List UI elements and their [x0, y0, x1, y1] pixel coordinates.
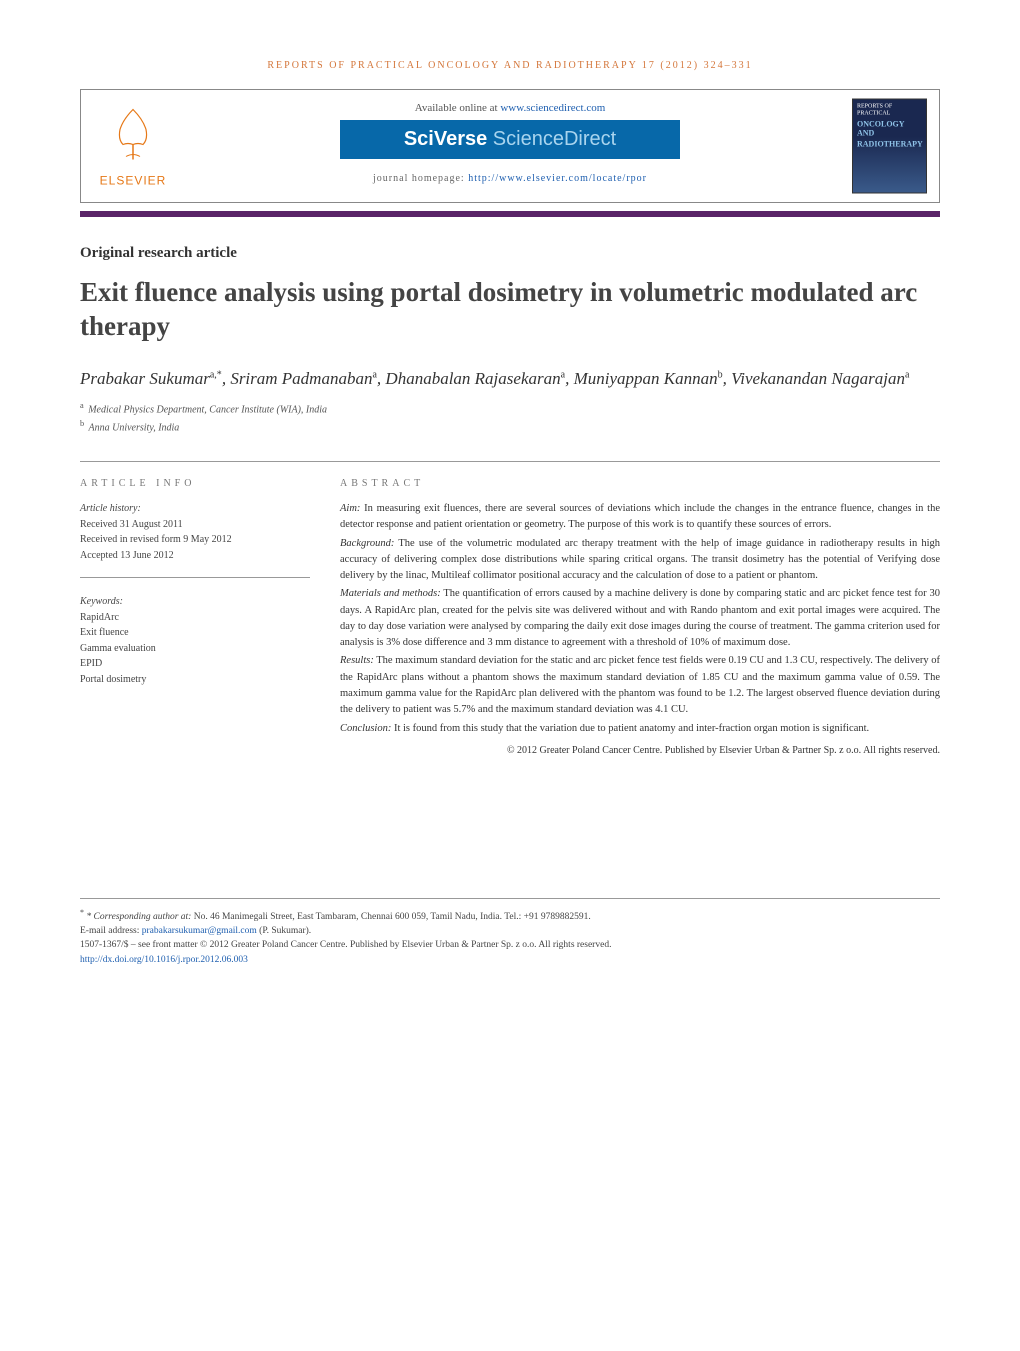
corresponding-author: * * Corresponding author at: No. 46 Mani… [80, 907, 940, 924]
journal-cover-thumbnail: REPORTS OF PRACTICAL ONCOLOGY AND RADIOT… [852, 99, 927, 194]
keyword: Exit fluence [80, 625, 310, 641]
elsevier-text: ELSEVIER [93, 174, 173, 188]
affiliations: a Medical Physics Department, Cancer Ins… [80, 400, 940, 435]
cover-title-2: RADIOTHERAPY [857, 140, 922, 149]
purple-divider-bar [80, 211, 940, 217]
journal-homepage: journal homepage: http://www.elsevier.co… [201, 173, 819, 184]
keyword: EPID [80, 656, 310, 672]
author-name: Muniyappan Kannanb [574, 369, 723, 388]
keywords-block: Keywords: RapidArcExit fluenceGamma eval… [80, 594, 310, 687]
keywords-label: Keywords: [80, 594, 310, 610]
authors-list: Prabakar Sukumara,*, Sriram Padmanabana,… [80, 368, 940, 391]
sciencedirect-link[interactable]: www.sciencedirect.com [500, 102, 605, 114]
homepage-prefix: journal homepage: [373, 173, 468, 184]
email-link[interactable]: prabakarsukumar@gmail.com [142, 926, 257, 936]
keyword: RapidArc [80, 610, 310, 626]
copyright-text: © 2012 Greater Poland Cancer Centre. Pub… [340, 743, 940, 758]
received-date: Received 31 August 2011 [80, 517, 310, 533]
corresponding-email: E-mail address: prabakarsukumar@gmail.co… [80, 924, 940, 938]
corr-label: * Corresponding author at: [86, 912, 191, 922]
elsevier-logo: ELSEVIER [93, 105, 173, 188]
article-history: Article history: Received 31 August 2011… [80, 501, 310, 578]
author-name: Vivekanandan Nagarajana [731, 369, 909, 388]
journal-reference: REPORTS OF PRACTICAL ONCOLOGY AND RADIOT… [80, 60, 940, 71]
keyword: Portal dosimetry [80, 672, 310, 688]
article-info-label: ARTICLE INFO [80, 478, 310, 489]
abstract-section: Background: The use of the volumetric mo… [340, 536, 940, 585]
sciencedirect-text: ScienceDirect [487, 128, 616, 150]
cover-top-text: REPORTS OF PRACTICAL [857, 104, 922, 118]
article-type: Original research article [80, 245, 940, 262]
history-label: Article history: [80, 501, 310, 517]
abstract-section: Conclusion: It is found from this study … [340, 721, 940, 737]
header-box: ELSEVIER Available online at www.science… [80, 89, 940, 203]
available-online: Available online at www.sciencedirect.co… [201, 102, 819, 114]
email-label: E-mail address: [80, 926, 142, 936]
cover-title-1: ONCOLOGY AND [857, 120, 922, 138]
doi-link[interactable]: http://dx.doi.org/10.1016/j.rpor.2012.06… [80, 955, 248, 965]
revised-date: Received in revised form 9 May 2012 [80, 532, 310, 548]
article-info-column: ARTICLE INFO Article history: Received 3… [80, 462, 310, 758]
author-name: Dhanabalan Rajasekarana [385, 369, 565, 388]
accepted-date: Accepted 13 June 2012 [80, 548, 310, 564]
issn-copyright: 1507-1367/$ – see front matter © 2012 Gr… [80, 938, 940, 952]
author-name: Sriram Padmanabana [230, 369, 377, 388]
email-suffix: (P. Sukumar). [257, 926, 311, 936]
abstract-section: Materials and methods: The quantificatio… [340, 586, 940, 651]
abstract-label: ABSTRACT [340, 478, 940, 489]
abstract-section: Aim: In measuring exit fluences, there a… [340, 501, 940, 534]
abstract-body: Aim: In measuring exit fluences, there a… [340, 501, 940, 737]
abstract-section: Results: The maximum standard deviation … [340, 653, 940, 718]
available-prefix: Available online at [415, 102, 501, 114]
homepage-link[interactable]: http://www.elsevier.com/locate/rpor [468, 173, 647, 184]
author-name: Prabakar Sukumara,* [80, 369, 222, 388]
sciverse-banner: SciVerse ScienceDirect [340, 120, 680, 159]
footer: * * Corresponding author at: No. 46 Mani… [80, 898, 940, 967]
abstract-column: ABSTRACT Aim: In measuring exit fluences… [340, 461, 940, 758]
corr-text: No. 46 Manimegali Street, East Tambaram,… [191, 912, 590, 922]
affiliation: b Anna University, India [80, 418, 940, 435]
keyword: Gamma evaluation [80, 641, 310, 657]
article-title: Exit fluence analysis using portal dosim… [80, 276, 940, 344]
affiliation: a Medical Physics Department, Cancer Ins… [80, 400, 940, 417]
elsevier-tree-icon [108, 105, 158, 165]
sciverse-text: SciVerse [404, 128, 487, 150]
